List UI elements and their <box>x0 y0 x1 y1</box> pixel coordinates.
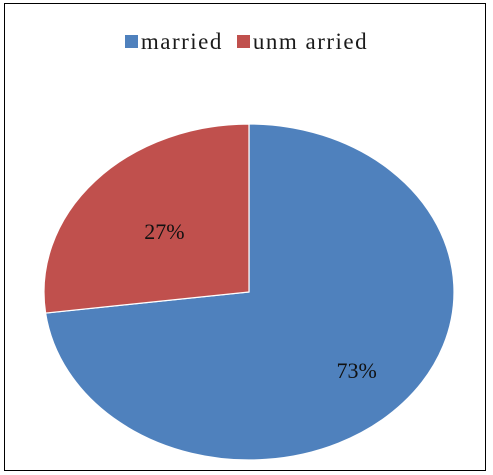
data-label-married: 73% <box>336 358 376 383</box>
legend-item-married: married <box>124 29 223 54</box>
legend-swatch-married <box>124 35 138 48</box>
legend-label-unmarried: unm arried <box>252 29 369 54</box>
legend-label-married: married <box>140 29 223 54</box>
legend-item-unmarried: unm arried <box>236 29 369 54</box>
data-label-unmarried: 27% <box>144 219 184 244</box>
pie-slice-unmarried <box>43 123 250 314</box>
legend: married unm arried <box>0 30 493 53</box>
legend-swatch-unmarried <box>236 35 250 48</box>
pie-slice-married <box>44 123 455 461</box>
